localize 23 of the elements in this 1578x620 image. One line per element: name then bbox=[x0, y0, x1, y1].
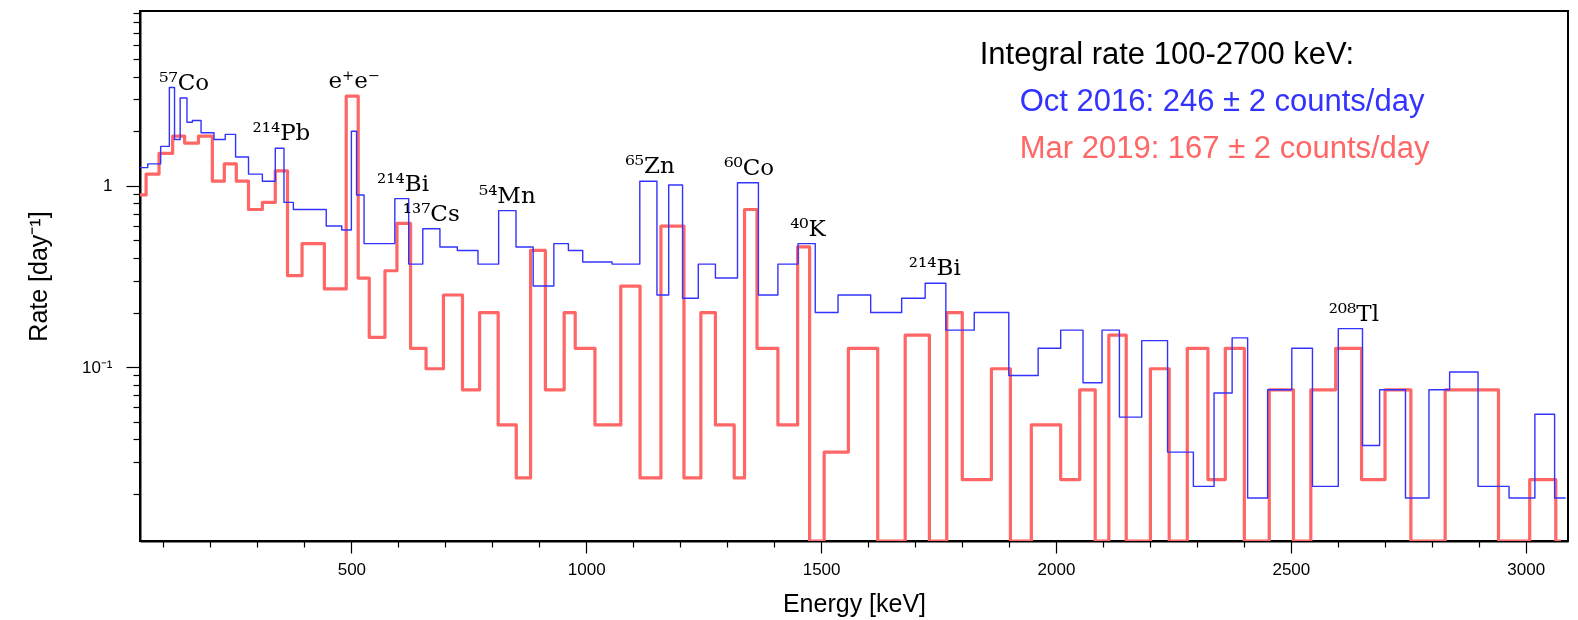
annotation: ²¹⁴Pb bbox=[252, 119, 311, 146]
y-tick-label: 1 bbox=[103, 176, 113, 196]
annotation: ⁵⁷Co bbox=[159, 68, 210, 95]
annotation: ⁵⁴Mn bbox=[478, 181, 536, 208]
annotation: ⁴⁰K bbox=[790, 214, 827, 241]
annotation: ⁶⁵Zn bbox=[625, 152, 675, 179]
x-axis-title: Energy [keV] bbox=[782, 588, 927, 617]
y-axis-title: Rate [day⁻¹] bbox=[23, 211, 52, 342]
x-tick-label: 500 bbox=[337, 559, 367, 579]
x-tick-label: 1500 bbox=[802, 559, 841, 579]
text: Mar 2019: 167 ± 2 counts/day bbox=[1019, 130, 1431, 165]
annotation: ²¹⁴Bi bbox=[908, 254, 961, 281]
x-tick-label: 3000 bbox=[1507, 559, 1546, 579]
annotation: ⁶⁰Co bbox=[724, 153, 775, 180]
annotation: e⁺e⁻ bbox=[328, 67, 380, 94]
y-tick-label: 10⁻¹ bbox=[81, 357, 113, 377]
annotation: ²⁰⁸Tl bbox=[1328, 299, 1379, 326]
x-tick-label: 1000 bbox=[567, 559, 606, 579]
x-tick-label: 2000 bbox=[1037, 559, 1076, 579]
legend-title: Integral rate 100-2700 keV: bbox=[979, 36, 1355, 71]
x-tick-label: 2500 bbox=[1272, 559, 1311, 579]
text: Oct 2016: 246 ± 2 counts/day bbox=[1019, 83, 1425, 118]
annotation: ²¹⁴Bi bbox=[377, 169, 430, 196]
